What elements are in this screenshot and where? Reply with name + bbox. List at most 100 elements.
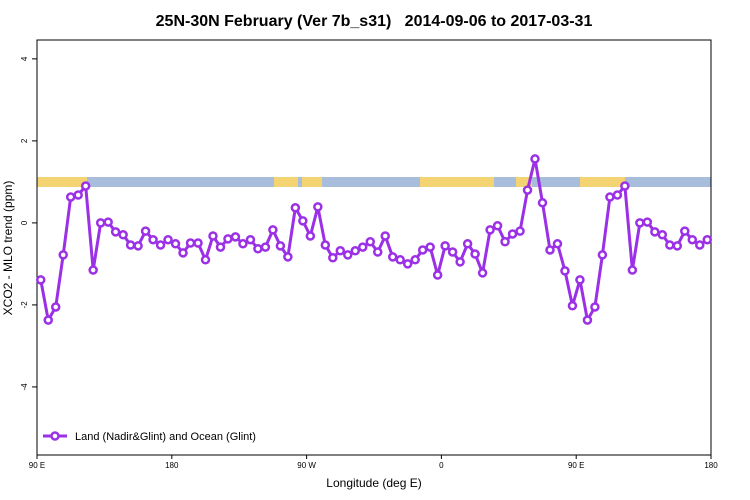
data-point [582, 315, 593, 325]
data-point [395, 255, 405, 265]
data-point [447, 247, 458, 257]
data-point [148, 234, 158, 245]
y-tick-label: 4 [20, 56, 29, 61]
data-point [110, 227, 121, 237]
data-point [260, 242, 271, 252]
data-point [500, 237, 510, 247]
land-ocean-band [37, 177, 711, 187]
data-point [507, 229, 518, 239]
data-point [380, 231, 390, 241]
data-point [432, 270, 443, 280]
data-point [223, 234, 233, 244]
data-point [95, 218, 106, 228]
data-point [58, 250, 68, 260]
data-point [43, 315, 53, 325]
data-point [178, 248, 188, 258]
data-point [133, 241, 143, 251]
data-point [440, 241, 450, 251]
data-point [238, 239, 248, 249]
data-point [80, 181, 91, 191]
data-point [215, 242, 226, 252]
x-tick-label: 90 E [568, 461, 584, 470]
data-point [687, 234, 698, 245]
data-point [417, 245, 428, 255]
data-point [118, 230, 128, 240]
x-tick-label: 180 [704, 461, 718, 470]
data-point [620, 181, 630, 191]
data-point [402, 259, 413, 269]
y-tick-label: -4 [20, 383, 29, 391]
data-point [590, 302, 600, 312]
data-point [208, 231, 218, 241]
data-point [65, 192, 76, 202]
data-point [73, 190, 83, 200]
data-point [140, 226, 151, 236]
data-point [350, 246, 361, 256]
data-point [597, 250, 608, 260]
data-point [275, 241, 286, 251]
data-point [358, 242, 368, 252]
data-point [343, 250, 353, 260]
data-point [193, 238, 203, 248]
data-point [455, 257, 465, 267]
data-point [530, 154, 540, 164]
data-point [50, 302, 61, 312]
data-point [537, 198, 548, 208]
data-point [200, 255, 211, 265]
data-point [657, 230, 668, 240]
data-point [605, 192, 615, 202]
y-tick-label: 2 [20, 138, 29, 143]
data-point [335, 246, 346, 256]
data-point [627, 265, 638, 275]
data-point [103, 217, 113, 227]
data-point [305, 231, 316, 241]
data-point [680, 226, 690, 236]
data-point [462, 239, 473, 249]
data-point [328, 253, 338, 263]
plot-frame [36, 39, 712, 456]
chart-title: 25N-30N February (Ver 7b_s31) 2014-09-06… [156, 13, 593, 30]
legend-marker [50, 431, 60, 441]
data-point [268, 225, 278, 235]
x-tick-label: 90 E [29, 461, 45, 470]
y-tick-label: 0 [20, 220, 29, 225]
data-point [642, 217, 653, 227]
data-point [515, 226, 525, 236]
data-point [185, 238, 196, 248]
data-point [635, 218, 645, 228]
data-point [695, 240, 705, 250]
data-point [298, 216, 308, 226]
ocean-band [37, 177, 711, 187]
y-tick-label: -2 [20, 301, 29, 309]
data-point [410, 255, 420, 265]
data-point [560, 266, 570, 276]
x-tick-label: 180 [165, 461, 179, 470]
data-point [522, 185, 533, 195]
data-point [702, 234, 713, 245]
data-point [477, 268, 488, 278]
data-point [372, 247, 383, 257]
data-point [485, 225, 495, 235]
x-tick-label: 90 W [297, 461, 316, 470]
x-axis-label: Longitude (deg E) [326, 476, 421, 490]
data-point [365, 237, 376, 247]
data-point [125, 240, 136, 250]
data-point [230, 232, 241, 242]
data-point [245, 234, 256, 245]
data-point [283, 252, 293, 262]
data-point [650, 227, 660, 237]
data-point [88, 265, 98, 275]
data-point [575, 275, 585, 285]
data-point [672, 241, 683, 251]
legend-label: Land (Nadir&Glint) and Ocean (Glint) [75, 431, 256, 443]
x-tick-label: 0 [439, 461, 444, 470]
data-point [567, 300, 578, 311]
land-band [580, 177, 625, 187]
land-band [516, 177, 532, 187]
data-point [665, 240, 675, 250]
data-point [155, 240, 166, 250]
data-point [425, 242, 435, 252]
land-band [420, 177, 494, 187]
land-band [37, 177, 87, 187]
